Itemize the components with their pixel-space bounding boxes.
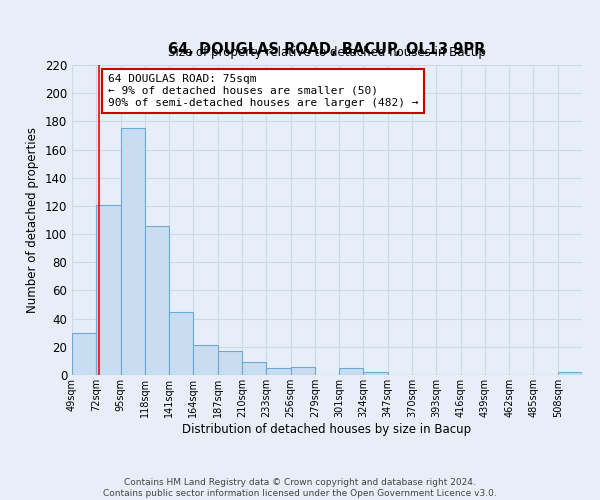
Y-axis label: Number of detached properties: Number of detached properties xyxy=(26,127,39,313)
Text: Size of property relative to detached houses in Bacup: Size of property relative to detached ho… xyxy=(168,46,486,59)
Bar xyxy=(242,362,266,375)
Text: Contains HM Land Registry data © Crown copyright and database right 2024.
Contai: Contains HM Land Registry data © Crown c… xyxy=(103,478,497,498)
Bar xyxy=(339,368,364,375)
Bar xyxy=(290,366,315,375)
Bar xyxy=(121,128,145,375)
Bar xyxy=(193,346,218,375)
Bar xyxy=(266,368,290,375)
Text: 64 DOUGLAS ROAD: 75sqm
← 9% of detached houses are smaller (50)
90% of semi-deta: 64 DOUGLAS ROAD: 75sqm ← 9% of detached … xyxy=(108,74,418,108)
Bar xyxy=(145,226,169,375)
Bar xyxy=(72,332,96,375)
Title: 64, DOUGLAS ROAD, BACUP, OL13 9PR: 64, DOUGLAS ROAD, BACUP, OL13 9PR xyxy=(169,42,485,57)
Bar xyxy=(364,372,388,375)
Bar xyxy=(558,372,582,375)
Bar xyxy=(218,351,242,375)
Bar xyxy=(96,204,121,375)
X-axis label: Distribution of detached houses by size in Bacup: Distribution of detached houses by size … xyxy=(182,422,472,436)
Bar xyxy=(169,312,193,375)
